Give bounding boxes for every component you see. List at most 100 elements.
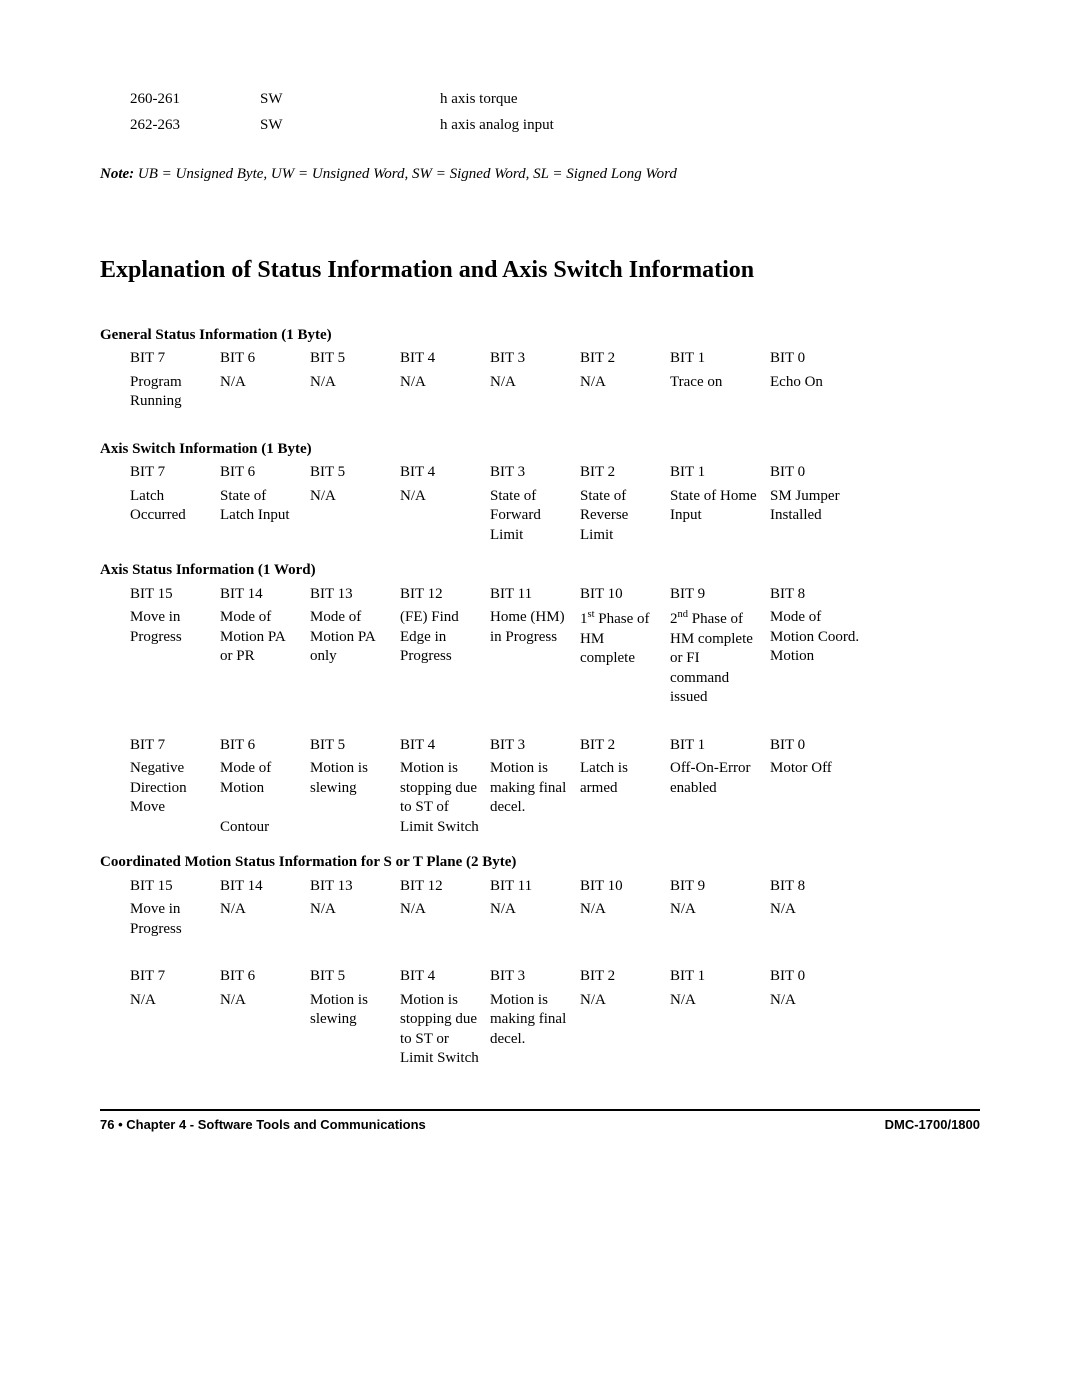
bit-col: BIT 3 [490,463,580,483]
bit-val: Motor Off [770,759,870,779]
bit-col: BIT 3 [490,967,580,987]
bit-val: Mode of Motion PA only [310,608,400,667]
bit-col: BIT 15 [130,877,220,897]
bit-col: BIT 5 [310,967,400,987]
note: Note: UB = Unsigned Byte, UW = Unsigned … [100,165,980,185]
bit-col: BIT 10 [580,585,670,605]
bit-col: BIT 8 [770,585,870,605]
bit-col: BIT 9 [670,877,770,897]
address-table: 260-261 SW h axis torque 262-263 SW h ax… [130,90,980,135]
bit-col: BIT 7 [130,736,220,756]
bit-header-row: BIT 7 BIT 6 BIT 5 BIT 4 BIT 3 BIT 2 BIT … [130,967,980,987]
bit-val: N/A [670,900,770,920]
axis-status-table: BIT 15 BIT 14 BIT 13 BIT 12 BIT 11 BIT 1… [130,585,980,838]
addr: 262-263 [130,116,260,136]
bit-col: BIT 9 [670,585,770,605]
bit-val: N/A [400,373,490,393]
bit-val: State of Forward Limit [490,487,580,546]
bit-col: BIT 11 [490,585,580,605]
bit-col: BIT 2 [580,736,670,756]
bit-col: BIT 13 [310,585,400,605]
bit-val: Home (HM) in Progress [490,608,580,647]
bit-data-row: Program Running N/A N/A N/A N/A N/A Trac… [130,373,980,412]
bit-val: N/A [220,991,310,1011]
bit-col: BIT 4 [400,967,490,987]
bit-col: BIT 0 [770,463,870,483]
section-title-axis-switch: Axis Switch Information (1 Byte) [100,440,980,460]
bit-data-row: N/A N/A Motion is slewing Motion is stop… [130,991,980,1069]
bit-col: BIT 4 [400,349,490,369]
bit-col: BIT 2 [580,463,670,483]
table-row: 260-261 SW h axis torque [130,90,980,110]
bit-val: Motion is slewing [310,759,400,798]
bit-col: BIT 7 [130,967,220,987]
bit-col: BIT 15 [130,585,220,605]
bit-col: BIT 10 [580,877,670,897]
bit-val: N/A [770,991,870,1011]
bit-val: Move in Progress [130,900,220,939]
note-label: Note: [100,166,134,182]
bit-col: BIT 5 [310,463,400,483]
bit-data-row: Move in Progress N/A N/A N/A N/A N/A N/A… [130,900,980,939]
bit-val: N/A [310,487,400,507]
bit-val: Motion is stopping due to ST of Limit Sw… [400,759,490,837]
bit-val: Echo On [770,373,870,393]
bit-col: BIT 1 [670,463,770,483]
bit-val: Move in Progress [130,608,220,647]
bit-header-row: BIT 7 BIT 6 BIT 5 BIT 4 BIT 3 BIT 2 BIT … [130,349,980,369]
section-title-coord: Coordinated Motion Status Information fo… [100,853,980,873]
bit-col: BIT 4 [400,736,490,756]
bit-col: BIT 6 [220,967,310,987]
bit-col: BIT 14 [220,877,310,897]
desc: h axis analog input [440,116,980,136]
note-body: UB = Unsigned Byte, UW = Unsigned Word, … [134,166,677,182]
axis-switch-table: BIT 7 BIT 6 BIT 5 BIT 4 BIT 3 BIT 2 BIT … [130,463,980,545]
bit-val: Latch is armed [580,759,670,798]
bit-val: Mode of Motion Coord. Motion [770,608,870,667]
bit-col: BIT 1 [670,736,770,756]
bit-header-row: BIT 15 BIT 14 BIT 13 BIT 12 BIT 11 BIT 1… [130,877,980,897]
bit-val: Motion is slewing [310,991,400,1030]
bit-val: N/A [220,373,310,393]
bit-val: N/A [580,900,670,920]
bit-val: Motion is making final decel. [490,759,580,818]
bit-col: BIT 1 [670,967,770,987]
type: SW [260,90,440,110]
bit-col: BIT 3 [490,736,580,756]
bit-val: N/A [400,900,490,920]
bit-col: BIT 11 [490,877,580,897]
bit-val: N/A [580,373,670,393]
bit-val: N/A [580,991,670,1011]
bit-header-row: BIT 7 BIT 6 BIT 5 BIT 4 BIT 3 BIT 2 BIT … [130,736,980,756]
bit-val: N/A [670,991,770,1011]
footer-right: DMC-1700/1800 [885,1117,980,1134]
bit-data-row: Move in Progress Mode of Motion PA or PR… [130,608,980,708]
bit-col: BIT 1 [670,349,770,369]
bit-col: BIT 7 [130,463,220,483]
bit-val: 1st Phase of HM complete [580,608,670,669]
bit-val: Trace on [670,373,770,393]
bit-val: (FE) Find Edge in Progress [400,608,490,667]
bit-col: BIT 8 [770,877,870,897]
bit-col: BIT 4 [400,463,490,483]
bit-val: N/A [220,900,310,920]
bit-val: N/A [770,900,870,920]
bit-header-row: BIT 7 BIT 6 BIT 5 BIT 4 BIT 3 BIT 2 BIT … [130,463,980,483]
bit-col: BIT 12 [400,585,490,605]
bit-col: BIT 5 [310,736,400,756]
bit-val: N/A [130,991,220,1011]
bit-val: N/A [490,900,580,920]
bit-val: Negative Direction Move [130,759,220,818]
bit-val: 2nd Phase of HM complete or FI command i… [670,608,770,708]
bit-val: SM Jumper Installed [770,487,870,526]
bit-val: Motion is making final decel. [490,991,580,1050]
bit-col: BIT 0 [770,736,870,756]
bit-col: BIT 0 [770,349,870,369]
desc: h axis torque [440,90,980,110]
bit-col: BIT 7 [130,349,220,369]
bit-val: Mode of Motion Contour [220,759,310,837]
page-heading: Explanation of Status Information and Ax… [100,255,980,286]
bit-val: N/A [310,373,400,393]
bit-col: BIT 2 [580,349,670,369]
bit-val: N/A [400,487,490,507]
